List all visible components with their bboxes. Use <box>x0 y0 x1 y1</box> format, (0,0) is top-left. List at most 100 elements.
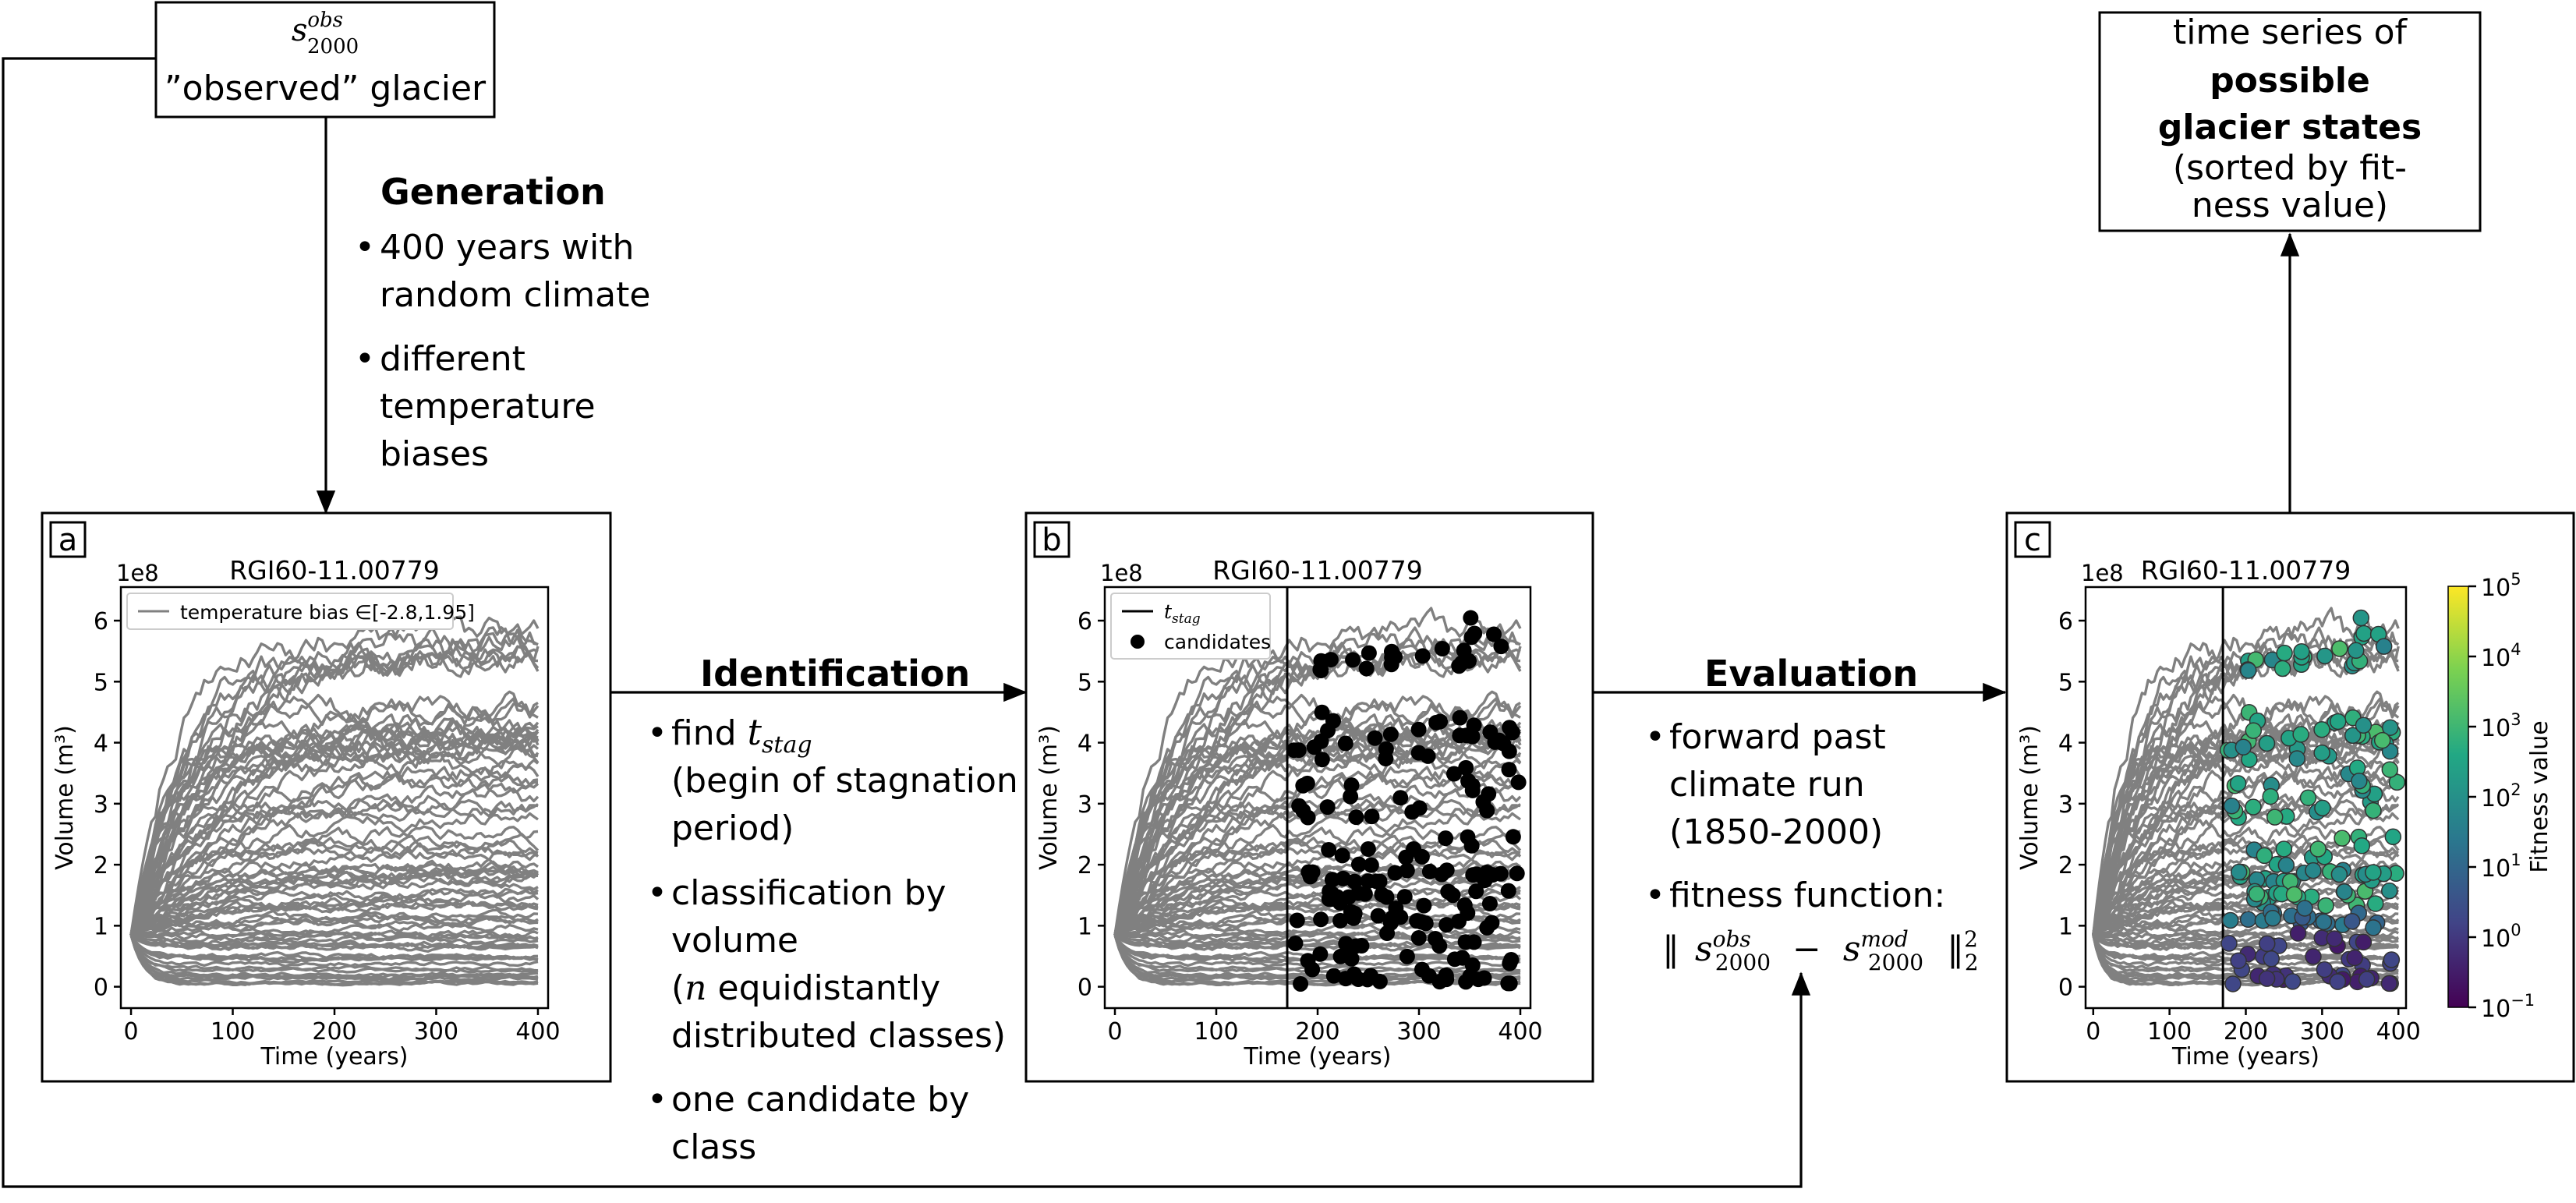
volume-series-line <box>129 607 539 936</box>
candidate-point <box>1300 953 1316 969</box>
volume-series-line <box>1113 870 1521 936</box>
y-tick-label: 0 <box>2058 975 2073 1002</box>
volume-series-line <box>129 833 540 936</box>
generation-bullet-2-line-3: biases <box>380 434 489 474</box>
candidate-point <box>2373 731 2391 749</box>
identification-step: Identification • find tstag (begin of st… <box>647 653 1018 1167</box>
panel-letter: b <box>1042 522 1061 558</box>
input-label: ”observed” glacier <box>165 69 487 108</box>
volume-series-line <box>1114 933 1521 946</box>
candidate-point <box>1501 762 1517 778</box>
y-tick-label: 4 <box>94 731 108 758</box>
candidate-point <box>2313 720 2330 738</box>
volume-series-line <box>129 834 539 936</box>
candidate-point <box>1299 775 1315 791</box>
y-tick-label: 6 <box>94 608 108 635</box>
bullet-glyph: • <box>355 339 375 379</box>
volume-series-line <box>129 763 540 936</box>
candidate-point <box>1306 739 1322 755</box>
volume-series-line <box>129 849 539 936</box>
candidate-point <box>1383 643 1399 660</box>
x-tick-label: 200 <box>1295 1018 1339 1046</box>
x-tick-label: 400 <box>1498 1018 1542 1046</box>
candidate-point <box>1345 652 1361 668</box>
candidate-point <box>1440 883 1456 900</box>
legend-t-stag-sub: stag <box>1172 611 1201 627</box>
colorbar-tick-exponent: 0 <box>2511 921 2521 939</box>
candidate-point <box>1322 652 1339 668</box>
candidate-point <box>2284 973 2302 990</box>
candidate-point <box>1493 639 1509 655</box>
panel-letter-box <box>2014 521 2051 558</box>
volume-series-line <box>129 869 539 936</box>
volume-series-line <box>2092 607 2400 936</box>
evaluation-title: Evaluation <box>1704 653 1918 695</box>
candidate-point <box>1367 730 1383 746</box>
identification-bullet-3-line-1: one candidate by <box>671 1080 969 1120</box>
candidate-point <box>1510 774 1527 791</box>
identification-bullet-2-line-3: (n equidistantly <box>671 968 940 1008</box>
candidate-point <box>1321 842 1337 858</box>
candidate-point <box>2329 973 2347 990</box>
candidate-point <box>2245 722 2263 739</box>
candidate-point <box>1491 732 1507 748</box>
candidate-point <box>1290 742 1307 759</box>
candidate-point <box>2336 883 2353 900</box>
legend-entry-t-stag: tstag <box>1164 600 1201 627</box>
candidate-point <box>2275 840 2293 858</box>
volume-series-line <box>129 934 539 961</box>
candidate-point <box>2367 895 2384 912</box>
candidate-point <box>1338 936 1354 952</box>
y-multiplier-label: 1e8 <box>2081 560 2124 586</box>
candidate-point <box>1463 837 1480 854</box>
candidate-point <box>1338 971 1354 987</box>
y-tick-label: 2 <box>1077 852 1092 879</box>
output-line-2: possible <box>2210 61 2370 101</box>
volume-series-group <box>129 607 540 987</box>
candidate-point <box>1421 863 1438 879</box>
legend-entry-candidates: candidates <box>1164 631 1271 653</box>
candidate-point <box>1454 950 1470 966</box>
candidate-point <box>2383 951 2401 968</box>
volume-series-line <box>129 933 539 953</box>
y-tick-label: 5 <box>1077 669 1092 696</box>
candidate-point <box>1343 950 1360 967</box>
candidate-point <box>2358 971 2376 988</box>
bullet-glyph: • <box>647 1080 667 1120</box>
candidate-point <box>2388 773 2406 791</box>
candidate-point <box>1287 935 1304 951</box>
candidate-point <box>2285 886 2303 904</box>
volume-series-line <box>129 858 539 936</box>
candidate-point <box>1500 883 1516 899</box>
y-tick-label: 0 <box>1077 975 1092 1002</box>
candidate-point <box>2258 970 2276 987</box>
identification-bullet-2-line-1: classification by <box>671 873 947 913</box>
x-axis-label: Time (years) <box>1244 1043 1392 1070</box>
bullet-glyph: • <box>355 228 375 267</box>
candidate-point <box>1460 773 1477 789</box>
x-tick-label: 300 <box>1396 1018 1441 1046</box>
candidate-point <box>2221 911 2239 929</box>
candidate-point <box>1346 873 1363 890</box>
identification-bullet-1-line-3: period) <box>671 808 794 848</box>
volume-series-line <box>129 870 539 936</box>
volume-series-line <box>129 934 539 968</box>
candidate-point <box>1509 865 1525 882</box>
candidate-point <box>2375 638 2393 655</box>
candidate-point <box>2277 856 2295 874</box>
y-axis-label: Volume (m³) <box>51 725 79 870</box>
candidate-point <box>1378 751 1394 767</box>
candidate-point <box>1456 642 1472 659</box>
output-line-3: glacier states <box>2158 108 2422 147</box>
colorbar-tick-base: 10 <box>2481 855 2511 883</box>
candidate-point <box>1324 886 1340 902</box>
candidate-point <box>1345 910 1361 926</box>
chart-legend: tstag candidates <box>1110 593 1271 660</box>
identification-bullet-1-line-1: find tstag <box>671 711 812 759</box>
candidate-point <box>2229 775 2247 792</box>
candidate-point <box>2316 961 2334 978</box>
colorbar-tick-exponent: 3 <box>2511 710 2521 729</box>
output-line-1: time series of <box>2173 12 2408 52</box>
chart-title: RGI60-11.00779 <box>1212 555 1423 586</box>
candidate-point <box>1350 971 1367 988</box>
